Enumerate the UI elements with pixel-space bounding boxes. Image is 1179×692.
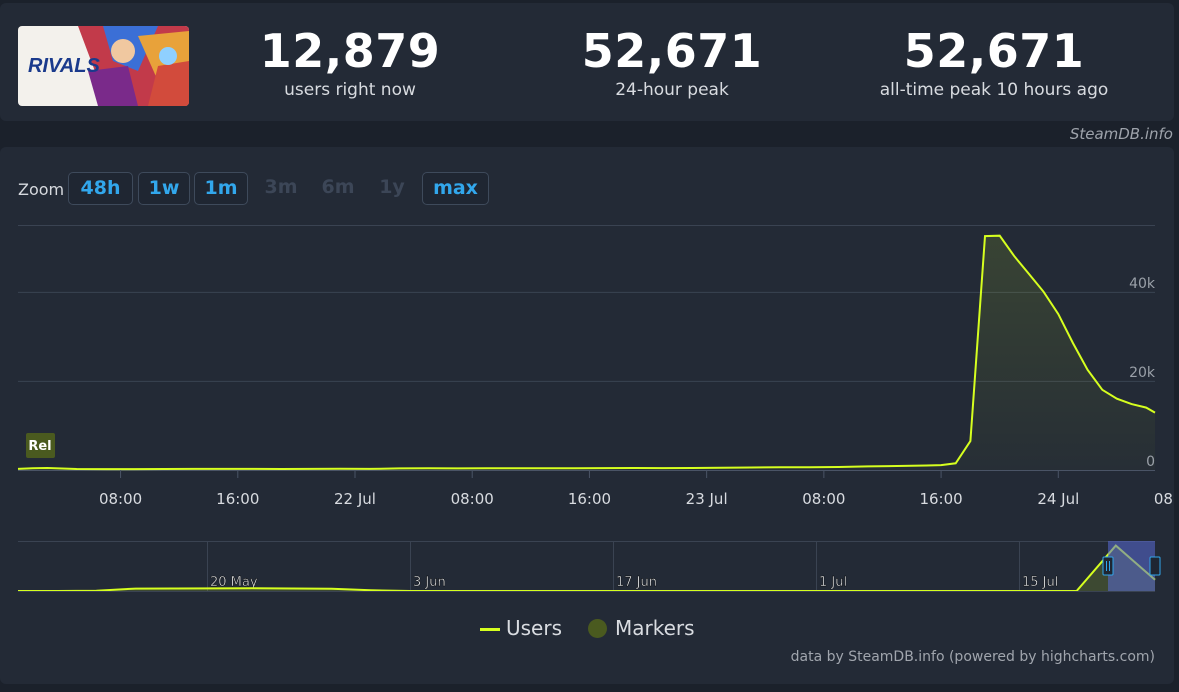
stat-current-users: 12,879 users right now bbox=[200, 23, 500, 101]
x-tick-label: 22 Jul bbox=[334, 490, 376, 508]
x-tick-label: 16:00 bbox=[568, 490, 611, 508]
zoom-1y-button: 1y bbox=[379, 176, 405, 198]
current-users-label: users right now bbox=[284, 80, 416, 100]
highcharts-credit[interactable]: data by SteamDB.info (powered by highcha… bbox=[790, 649, 1155, 665]
legend-markers[interactable]: Markers bbox=[588, 616, 695, 640]
all-time-peak-value: 52,671 bbox=[903, 24, 1085, 78]
stat-all-time-peak: 52,671 all-time peak 10 hours ago bbox=[844, 23, 1144, 101]
zoom-48h-button[interactable]: 48h bbox=[68, 172, 133, 205]
navigator-tick-label: 1 Jul bbox=[819, 575, 847, 590]
logo-text: RIVALS bbox=[28, 55, 101, 77]
navigator-tick-label: 15 Jul bbox=[1022, 575, 1058, 590]
legend-users[interactable]: Users bbox=[480, 616, 562, 640]
navigator[interactable]: 20 May 3 Jun 17 Jun 1 Jul 15 Jul bbox=[18, 541, 1161, 592]
x-tick-label: 08:00 bbox=[99, 490, 142, 508]
navigator-selection[interactable] bbox=[1108, 541, 1155, 591]
y-tick-label: 20k bbox=[1129, 365, 1156, 381]
peak-24h-value: 52,671 bbox=[581, 24, 763, 78]
markers-legend-swatch bbox=[588, 619, 607, 638]
users-series-line bbox=[17, 234, 1156, 471]
navigator-tick-label: 17 Jun bbox=[616, 575, 657, 590]
users-legend-swatch bbox=[480, 628, 500, 631]
x-tick-label: 08:00 bbox=[1154, 490, 1174, 508]
x-tick-label: 24 Jul bbox=[1037, 490, 1079, 508]
chart-panel: Zoom 48h 1w 1m 3m 6m 1y max 0 20k 40k 08:0… bbox=[0, 147, 1174, 684]
zoom-max-button[interactable]: max bbox=[422, 172, 489, 205]
legend-users-label: Users bbox=[506, 616, 563, 640]
current-users-value: 12,879 bbox=[259, 24, 441, 78]
navigator-handle-right[interactable] bbox=[1149, 556, 1161, 576]
x-tick-label: 23 Jul bbox=[686, 490, 728, 508]
release-marker-label: Rel bbox=[28, 439, 51, 454]
x-tick-label: 08:00 bbox=[451, 490, 494, 508]
navigator-handle-left[interactable] bbox=[1102, 556, 1114, 576]
user-chart[interactable]: 0 20k 40k 08:00 16:00 22 Jul 08:00 16:00 23 Jul… bbox=[0, 147, 1174, 684]
y-tick-label: 0 bbox=[1146, 454, 1155, 470]
stat-24h-peak: 52,671 24-hour peak bbox=[522, 23, 822, 101]
stats-panel: RIVALS 12,879 users right now 52,671 24-… bbox=[0, 3, 1174, 121]
zoom-3m-button: 3m bbox=[264, 176, 298, 198]
release-marker[interactable]: Rel bbox=[26, 433, 55, 458]
zoom-label: Zoom bbox=[18, 180, 65, 199]
users-area bbox=[18, 235, 1155, 470]
all-time-peak-label: all-time peak 10 hours ago bbox=[879, 80, 1109, 100]
zoom-6m-button: 6m bbox=[321, 176, 355, 198]
x-tick-label: 16:00 bbox=[216, 490, 259, 508]
legend-markers-label: Markers bbox=[615, 616, 695, 640]
steamdb-credit-link[interactable]: SteamDB.info bbox=[1069, 125, 1173, 143]
game-logo[interactable]: RIVALS bbox=[18, 26, 189, 106]
x-tick-label: 08:00 bbox=[802, 490, 845, 508]
x-tick-label: 16:00 bbox=[919, 490, 962, 508]
peak-24h-label: 24-hour peak bbox=[615, 80, 729, 100]
navigator-tick-label: 3 Jun bbox=[413, 575, 446, 590]
zoom-1w-button[interactable]: 1w bbox=[138, 172, 190, 205]
zoom-1m-button[interactable]: 1m bbox=[194, 172, 248, 205]
y-tick-label: 40k bbox=[1129, 276, 1156, 292]
game-logo-art: RIVALS bbox=[18, 26, 189, 106]
navigator-tick-label: 20 May bbox=[210, 575, 258, 590]
